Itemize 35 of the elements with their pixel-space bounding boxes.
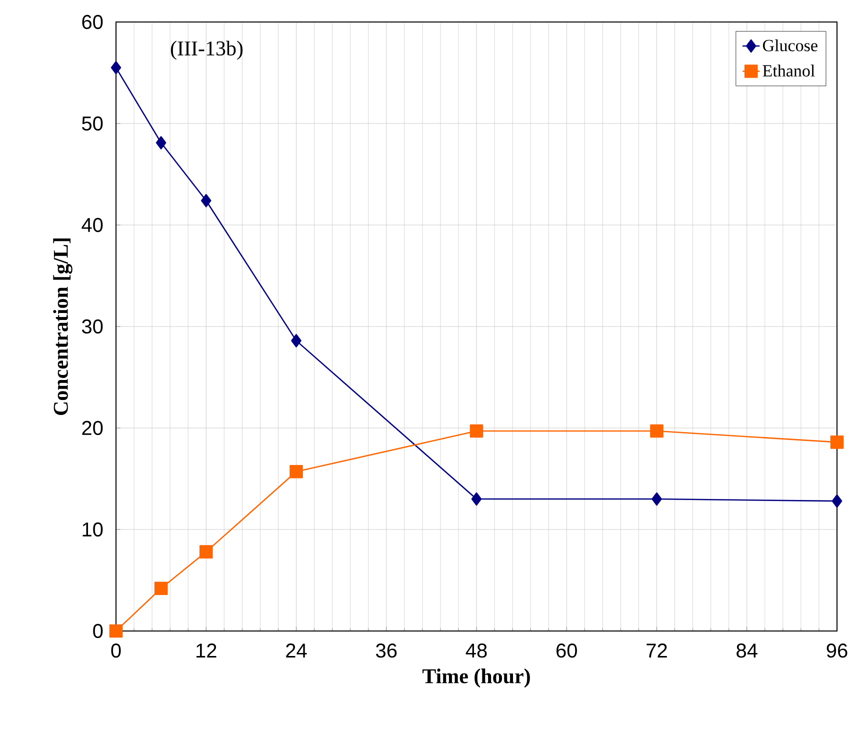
y-tick-label: 50	[82, 116, 103, 131]
point	[110, 61, 122, 74]
x-tick-label: 12	[196, 644, 216, 658]
point	[154, 582, 168, 596]
point	[200, 194, 212, 208]
x-tick-label: 24	[286, 644, 307, 658]
y-tick-label: 40	[82, 218, 103, 232]
x-tick-label: 48	[466, 644, 487, 658]
point	[652, 492, 662, 506]
y-tick-label: 60	[82, 14, 103, 30]
x-tick-label: 0	[111, 644, 121, 658]
x-tick-label: 84	[736, 644, 758, 658]
point	[832, 494, 842, 508]
legend-label: Ethanol	[762, 64, 815, 77]
point	[199, 545, 213, 558]
point	[650, 424, 664, 438]
y-tick-label: 30	[82, 319, 103, 334]
x-tick-label: 36	[376, 644, 397, 658]
x-axis-title: Time (hour)	[422, 668, 530, 688]
legend-label: Glucose	[762, 39, 818, 52]
x-tick-label: 60	[556, 644, 577, 658]
point	[470, 424, 484, 438]
point	[290, 464, 303, 478]
point	[830, 436, 844, 449]
y-tick-label: 0	[93, 624, 103, 638]
point	[109, 624, 123, 638]
point	[471, 492, 482, 506]
point	[291, 334, 302, 348]
y-tick-label: 20	[82, 420, 103, 436]
point	[156, 136, 166, 150]
y-axis-title: Concentration [g/L]	[53, 238, 72, 415]
x-tick-label: 96	[826, 644, 848, 658]
x-tick-label: 72	[646, 644, 667, 658]
annotation: (III-13b)	[170, 40, 243, 60]
y-tick-label: 10	[82, 522, 103, 537]
